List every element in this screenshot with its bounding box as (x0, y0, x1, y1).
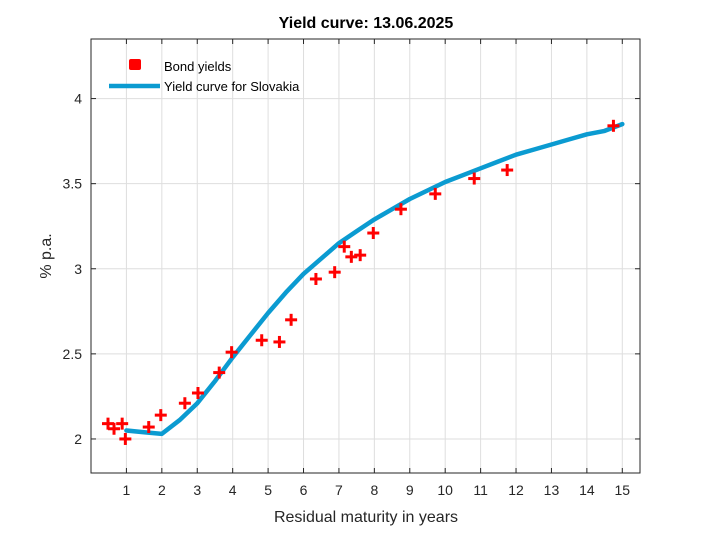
bond-yields-series (102, 119, 620, 445)
bond-yield-point (345, 250, 358, 263)
bond-yield-point (394, 203, 407, 216)
y-tick-label: 2 (74, 431, 82, 447)
x-tick-label: 2 (158, 482, 166, 498)
legend: Bond yields Yield curve for Slovakia (109, 59, 300, 94)
x-tick-label: 12 (508, 482, 524, 498)
y-tick-label: 4 (74, 91, 82, 107)
x-tick-label: 3 (193, 482, 201, 498)
x-tick-label: 9 (406, 482, 414, 498)
bond-yield-point (501, 164, 514, 177)
bond-yield-point (178, 397, 191, 410)
legend-marker-bond-yields (129, 59, 141, 70)
bond-yield-point (429, 187, 442, 200)
bond-yield-point (328, 266, 341, 279)
bond-yield-point (225, 346, 238, 359)
yield-curve-line (124, 121, 625, 437)
x-tick-label: 7 (335, 482, 343, 498)
y-axis-label: % p.a. (38, 233, 55, 278)
x-tick-label: 4 (229, 482, 237, 498)
x-tick-label: 11 (473, 482, 488, 498)
bond-yield-point (468, 172, 481, 185)
bond-yield-point (102, 417, 115, 430)
bond-yield-point (119, 432, 132, 445)
x-tick-label: 5 (264, 482, 272, 498)
x-tick-label: 14 (579, 482, 595, 498)
chart-title: Yield curve: 13.06.2025 (279, 15, 454, 32)
bond-yield-point (273, 335, 286, 348)
bond-yield-point (367, 227, 380, 240)
x-tick-label: 15 (615, 482, 631, 498)
x-axis-ticks: 1 2 3 4 5 6 7 8 9 10 11 12 13 14 15 (123, 39, 631, 498)
grid-lines (91, 39, 640, 473)
y-axis-ticks: 2 2.5 3 3.5 4 (63, 91, 640, 447)
legend-label-yield-curve: Yield curve for Slovakia (164, 79, 300, 94)
bond-yield-point (154, 409, 167, 422)
bond-yield-point (142, 421, 155, 434)
y-tick-label: 3 (74, 261, 82, 277)
bond-yield-point (191, 387, 204, 400)
y-tick-label: 2.5 (63, 346, 83, 362)
bond-yield-point (309, 272, 322, 285)
legend-label-bond-yields: Bond yields (164, 59, 232, 74)
bond-yield-point (255, 334, 268, 347)
legend-marker-square (129, 59, 141, 70)
bond-yield-point (285, 313, 298, 326)
bond-yield-point (108, 422, 121, 435)
x-tick-label: 8 (370, 482, 378, 498)
plot-area-border (90, 38, 641, 474)
x-tick-label: 13 (544, 482, 560, 498)
bond-yield-point (116, 417, 129, 430)
bond-yield-point (607, 119, 620, 132)
x-tick-label: 6 (300, 482, 308, 498)
x-tick-label: 10 (437, 482, 453, 498)
x-tick-label: 1 (123, 482, 131, 498)
bond-yield-point (213, 366, 226, 379)
bond-yield-point (354, 249, 367, 262)
yield-curve-series (124, 121, 625, 437)
x-axis-label: Residual maturity in years (274, 509, 458, 526)
y-tick-label: 3.5 (63, 176, 83, 192)
bond-yield-point (338, 240, 351, 253)
